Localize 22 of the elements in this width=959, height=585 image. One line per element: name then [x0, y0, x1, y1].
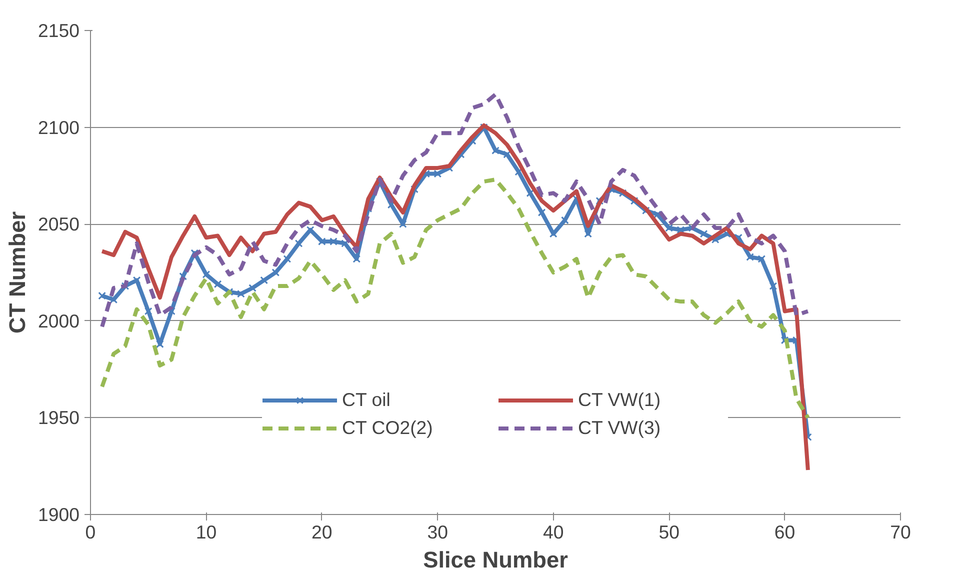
y-tick-label: 2100: [38, 116, 80, 138]
x-tick-label: 20: [312, 522, 332, 542]
line-series: [100, 178, 810, 420]
x-tick-label: 50: [658, 522, 680, 542]
legend-label: CT VW(3): [578, 417, 662, 439]
y-tick-label: 1900: [38, 504, 80, 525]
x-tick-label: 30: [427, 522, 448, 542]
y-tick-label: 2050: [38, 214, 80, 235]
x-tick-label: 60: [774, 522, 796, 542]
legend-label: CT CO2(2): [342, 417, 434, 439]
x-tick-label: 0: [85, 522, 96, 542]
line-series: [100, 92, 810, 329]
x-tick-label: 70: [890, 522, 911, 542]
y-tick-label: 1950: [38, 407, 80, 428]
y-tick-label: 2000: [38, 310, 80, 332]
x-axis-title: Slice Number: [423, 546, 568, 572]
legend-label: CT VW(1): [578, 389, 662, 411]
x-tick-label: 10: [196, 522, 217, 542]
legend-label: CT oil: [342, 389, 392, 411]
y-tick-label: 2150: [38, 20, 80, 41]
x-tick-label: 40: [542, 522, 564, 542]
y-axis-title: CT Number: [4, 211, 30, 334]
